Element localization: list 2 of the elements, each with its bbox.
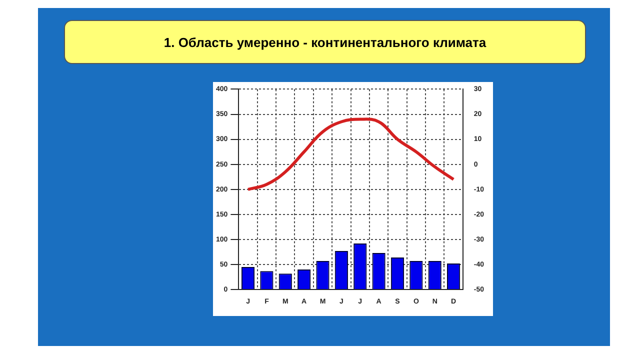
line-series xyxy=(246,118,456,191)
chart-title: 1. Область умеренно - континентального климата xyxy=(64,20,586,64)
